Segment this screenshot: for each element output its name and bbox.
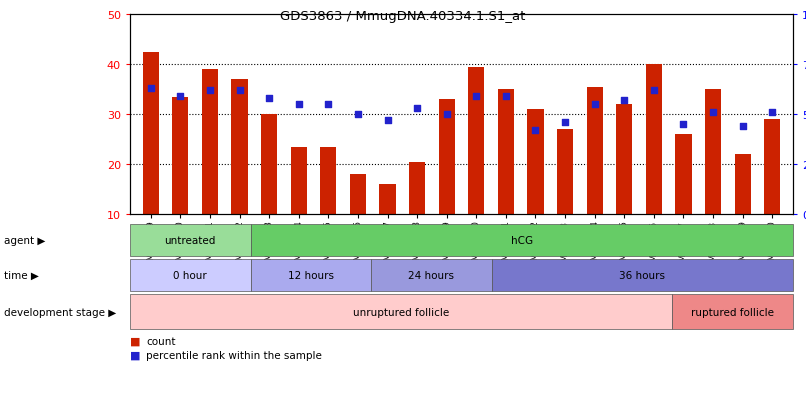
Text: untreated: untreated: [164, 235, 216, 245]
Bar: [291, 147, 307, 214]
Text: count: count: [146, 336, 176, 346]
Bar: [371, 259, 492, 291]
Bar: [734, 154, 751, 214]
Text: hCG: hCG: [511, 235, 533, 245]
Point: [293, 102, 305, 108]
Bar: [492, 259, 793, 291]
Point: [263, 95, 276, 102]
Bar: [251, 224, 793, 256]
Bar: [672, 294, 793, 329]
Bar: [130, 294, 672, 329]
Bar: [350, 175, 366, 214]
Point: [470, 93, 483, 100]
Text: agent ▶: agent ▶: [4, 235, 45, 245]
Bar: [705, 90, 721, 214]
Point: [440, 112, 453, 118]
Point: [677, 121, 690, 128]
Text: percentile rank within the sample: percentile rank within the sample: [146, 350, 322, 360]
Bar: [498, 90, 514, 214]
Bar: [130, 224, 251, 256]
Text: 12 hours: 12 hours: [288, 271, 334, 280]
Point: [144, 85, 157, 92]
Text: 0 hour: 0 hour: [173, 271, 207, 280]
Bar: [468, 67, 484, 214]
Bar: [438, 100, 455, 214]
Bar: [380, 185, 396, 214]
Bar: [409, 162, 426, 214]
Bar: [172, 97, 189, 214]
Point: [322, 102, 334, 108]
Point: [233, 88, 246, 94]
Point: [381, 117, 394, 124]
Bar: [616, 105, 633, 214]
Point: [588, 102, 601, 108]
Text: time ▶: time ▶: [4, 271, 39, 280]
Point: [410, 105, 423, 112]
Bar: [231, 80, 247, 214]
Point: [766, 109, 779, 116]
Bar: [764, 120, 780, 214]
Bar: [587, 87, 603, 214]
Bar: [143, 52, 159, 214]
Text: development stage ▶: development stage ▶: [4, 307, 116, 317]
Bar: [130, 259, 251, 291]
Bar: [557, 130, 573, 214]
Bar: [261, 115, 277, 214]
Text: ■: ■: [130, 336, 140, 346]
Text: ruptured follicle: ruptured follicle: [692, 307, 775, 317]
Text: unruptured follicle: unruptured follicle: [353, 307, 450, 317]
Point: [174, 93, 187, 100]
Point: [500, 93, 513, 100]
Point: [647, 88, 660, 94]
Text: ■: ■: [130, 350, 140, 360]
Bar: [646, 65, 662, 214]
Point: [736, 123, 749, 130]
Point: [618, 97, 631, 104]
Text: 24 hours: 24 hours: [409, 271, 455, 280]
Point: [529, 127, 542, 134]
Text: 36 hours: 36 hours: [619, 271, 665, 280]
Bar: [251, 259, 371, 291]
Point: [203, 88, 216, 94]
Point: [559, 119, 571, 126]
Bar: [320, 147, 336, 214]
Bar: [675, 135, 692, 214]
Bar: [527, 110, 543, 214]
Point: [707, 109, 720, 116]
Text: GDS3863 / MmugDNA.40334.1.S1_at: GDS3863 / MmugDNA.40334.1.S1_at: [280, 10, 526, 23]
Point: [351, 112, 364, 118]
Bar: [202, 70, 218, 214]
